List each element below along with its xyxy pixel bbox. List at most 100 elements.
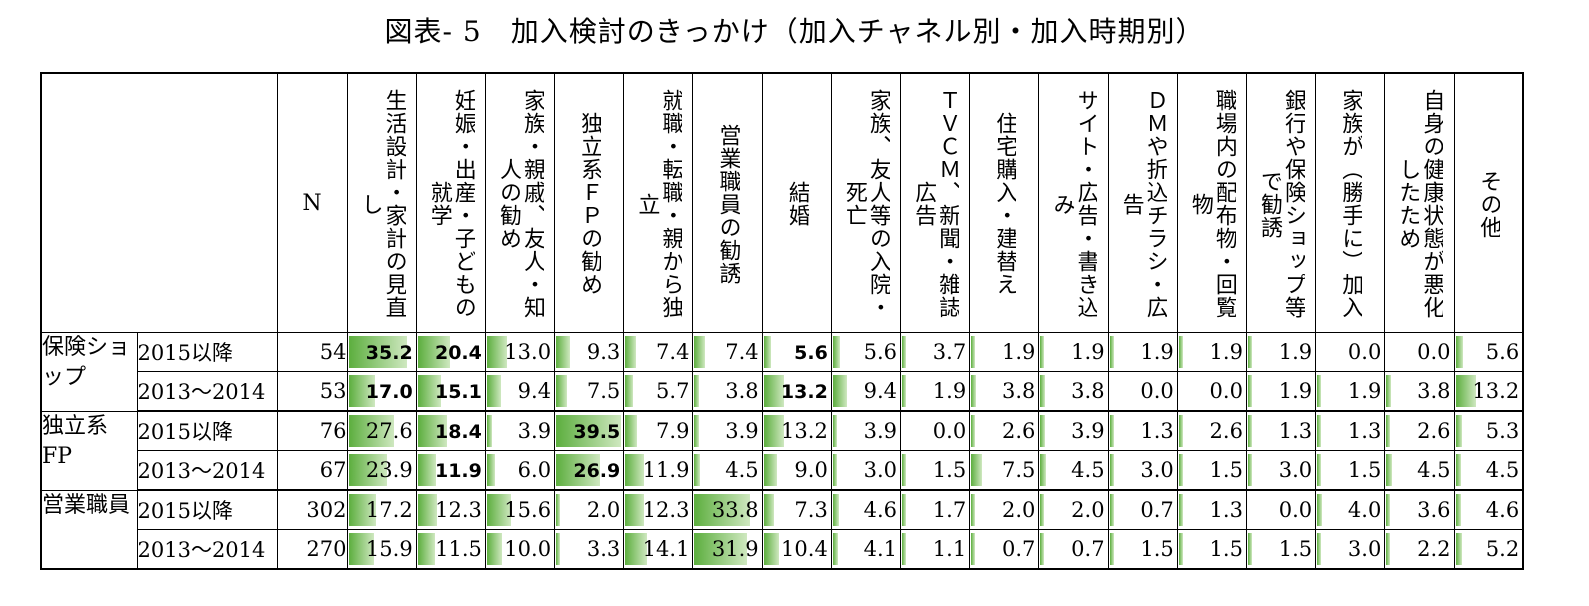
value-text: 1.9	[1071, 340, 1105, 364]
value-cell: 3.0	[1107, 450, 1178, 491]
value-cell: 7.4	[623, 332, 694, 372]
data-bar	[556, 336, 570, 368]
value-cell: 4.0	[1315, 489, 1386, 530]
value-cell: 2.6	[1384, 410, 1455, 451]
value-cell: 2.6	[1176, 410, 1247, 451]
period-label: 2013～2014	[136, 450, 278, 491]
value-text: 1.5	[1209, 537, 1243, 561]
value-cell: 1.9	[1107, 332, 1178, 372]
data-bar	[486, 494, 512, 526]
data-bar	[902, 533, 906, 565]
data-bar	[1317, 415, 1322, 447]
data-bar	[694, 336, 706, 368]
value-cell: 1.9	[1315, 371, 1386, 412]
data-bar	[694, 533, 747, 565]
data-bar	[763, 533, 780, 565]
value-cell: 2.0	[1038, 489, 1109, 530]
table-body: 保険ショップ 2015以降 54 35.2 20.4 13.0 9.3 7.4 7.4 5.6 5.…	[40, 332, 1524, 570]
data-bar	[1317, 494, 1322, 526]
value-cell: 7.4	[692, 332, 763, 372]
column-header-label: 銀行や保険ショップ等で勧誘	[1257, 89, 1306, 319]
value-text: 0.0	[1140, 379, 1174, 403]
value-cell: 26.9	[554, 450, 625, 491]
column-header: ＤＭや折込チラシ・広告	[1107, 72, 1178, 333]
value-text: 0.0	[1417, 340, 1451, 364]
value-cell: 10.0	[484, 529, 556, 570]
column-header-label: 営業職員の勧誘	[715, 123, 740, 285]
value-cell: 7.5	[554, 371, 625, 412]
data-bar	[625, 336, 636, 368]
data-bar	[1247, 454, 1252, 486]
group-label: 独立系FP	[40, 410, 138, 491]
value-text: 6.0	[517, 458, 552, 482]
value-text: 3.8	[725, 379, 759, 403]
value-cell: 1.3	[1176, 489, 1247, 530]
value-text: 3.7	[932, 340, 967, 364]
value-cell: 35.2	[346, 332, 417, 372]
data-bar	[763, 454, 777, 486]
n-cell: 76	[276, 410, 348, 451]
period-label: 2015以降	[136, 332, 278, 372]
data-bar	[1109, 336, 1114, 368]
column-header: その他	[1453, 72, 1524, 333]
value-text: 7.3	[794, 498, 828, 522]
column-header-label: 就職・転職・親から独立	[634, 89, 683, 319]
value-text: 0.0	[1278, 498, 1313, 522]
column-header-label: 妊娠・出産・子どもの就学	[426, 89, 475, 319]
value-cell: 5.6	[1453, 332, 1524, 372]
data-bar	[348, 454, 388, 486]
group-label: 営業職員	[40, 489, 138, 570]
value-text: 5.2	[1485, 537, 1520, 561]
value-cell: 0.0	[1245, 489, 1317, 530]
value-cell: 10.4	[761, 529, 832, 570]
value-cell: 33.8	[692, 489, 763, 530]
value-text: 3.9	[863, 419, 897, 443]
value-cell: 3.0	[1245, 450, 1317, 491]
data-bar	[348, 375, 376, 407]
value-text: 5.6	[1485, 340, 1520, 364]
value-text: 23.9	[365, 458, 413, 482]
value-text: 9.4	[863, 379, 897, 403]
value-cell: 4.6	[830, 489, 902, 530]
value-text: 1.3	[1140, 419, 1174, 443]
data-bar	[694, 415, 700, 447]
column-header: 自身の健康状態が悪化したため	[1384, 72, 1455, 333]
value-text: 0.0	[1347, 340, 1382, 364]
data-bar	[486, 375, 501, 407]
value-cell: 15.6	[484, 489, 556, 530]
value-cell: 13.2	[1453, 371, 1524, 412]
value-text: 1.9	[1278, 379, 1313, 403]
data-bar	[625, 415, 637, 447]
data-bar	[486, 336, 508, 368]
data-bar	[1178, 533, 1183, 565]
data-bar	[694, 375, 699, 407]
value-cell: 3.9	[830, 410, 902, 451]
value-cell: 0.0	[899, 410, 971, 451]
value-cell: 27.6	[346, 410, 417, 451]
data-bar	[556, 375, 567, 407]
data-bar	[1386, 375, 1391, 407]
value-text: 12.3	[435, 498, 482, 522]
data-bar	[556, 533, 561, 565]
period-label: 2015以降	[136, 410, 278, 451]
column-header: 家族・親戚、友人・知人の勧め	[484, 72, 556, 333]
column-header-label: 独立系ＦＰの勧め	[577, 112, 602, 296]
value-text: 15.9	[365, 537, 413, 561]
value-cell: 2.6	[969, 410, 1040, 451]
value-cell: 9.4	[484, 371, 556, 412]
value-text: 1.9	[932, 379, 967, 403]
value-cell: 3.9	[692, 410, 763, 451]
data-bar	[902, 336, 907, 368]
data-bar	[763, 375, 785, 407]
value-text: 4.5	[725, 458, 759, 482]
data-bar	[625, 375, 633, 407]
data-bar	[1247, 415, 1252, 447]
value-text: 7.4	[725, 340, 759, 364]
value-text: 5.7	[656, 379, 690, 403]
corner-cell	[40, 72, 278, 333]
value-text: 7.5	[586, 379, 621, 403]
data-bar	[832, 415, 838, 447]
value-text: 4.6	[1485, 498, 1520, 522]
n-cell: 53	[276, 371, 348, 412]
value-text: 14.1	[642, 537, 690, 561]
